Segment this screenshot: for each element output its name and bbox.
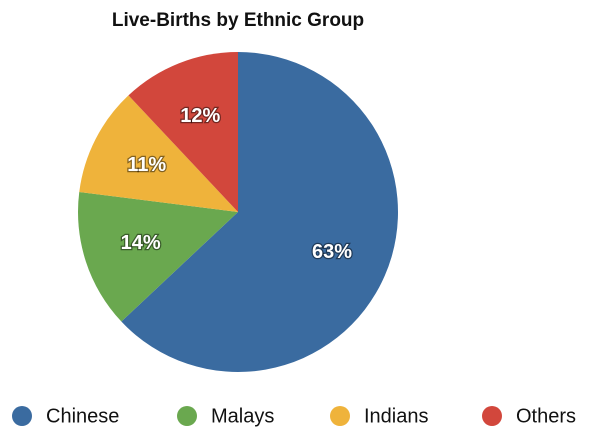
data-label: 63% <box>312 241 352 263</box>
data-label: 14% <box>121 232 161 254</box>
legend-label: Malays <box>211 405 274 427</box>
data-label: 11% <box>127 154 166 176</box>
legend-swatch <box>330 406 350 426</box>
legend-label: Chinese <box>46 405 119 427</box>
pie-slice <box>128 52 238 212</box>
chart-title: Live-Births by Ethnic Group <box>112 10 364 31</box>
data-label: 12% <box>180 105 220 127</box>
legend-label: Indians <box>364 405 429 427</box>
pie-slice <box>79 95 238 212</box>
legend-label: Others <box>516 405 576 427</box>
pie-slice <box>121 52 399 372</box>
legend-swatch <box>177 406 197 426</box>
legend-swatch <box>482 406 502 426</box>
pie-slice <box>78 191 238 322</box>
legend-swatch <box>12 406 32 426</box>
